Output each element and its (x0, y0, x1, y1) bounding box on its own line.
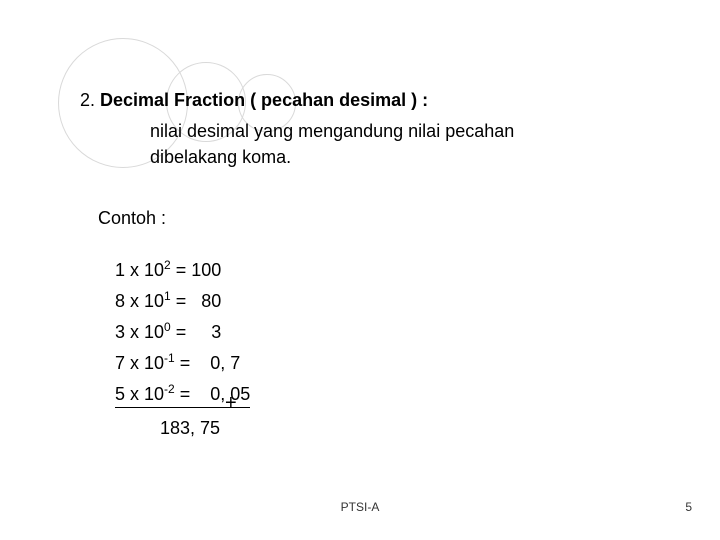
calc-exp: 0 (164, 320, 171, 334)
calc-result: 183, 75 (160, 418, 220, 439)
calc-eq: = 80 (171, 291, 222, 311)
calc-eq: = 0, 7 (175, 353, 241, 373)
calc-row: 7 x 10-1 = 0, 7 (115, 351, 250, 374)
calc-exp: 1 (164, 289, 171, 303)
plus-sign: + (225, 392, 237, 415)
calc-eq: = 0, 05 (175, 384, 251, 404)
heading-title: Decimal Fraction ( pecahan desimal ) : (100, 90, 428, 110)
calc-row: 1 x 102 = 100 (115, 258, 250, 281)
calc-op: x 10 (125, 384, 164, 404)
calc-coef: 5 (115, 384, 125, 404)
calc-coef: 8 (115, 291, 125, 311)
description-line2: dibelakang koma. (150, 144, 514, 170)
calc-op: x 10 (125, 260, 164, 280)
calc-coef: 1 (115, 260, 125, 280)
calc-exp: -2 (164, 382, 175, 396)
description: nilai desimal yang mengandung nilai peca… (150, 118, 514, 170)
calc-op: x 10 (125, 291, 164, 311)
calc-eq: = 3 (171, 322, 222, 342)
calc-row: 8 x 101 = 80 (115, 289, 250, 312)
calc-coef: 3 (115, 322, 125, 342)
slide: 2. Decimal Fraction ( pecahan desimal ) … (0, 0, 720, 540)
footer-label: PTSI-A (0, 500, 720, 514)
calc-eq: = 100 (171, 260, 222, 280)
calc-op: x 10 (125, 353, 164, 373)
calc-exp: 2 (164, 258, 171, 272)
calc-coef: 7 (115, 353, 125, 373)
description-line1: nilai desimal yang mengandung nilai peca… (150, 118, 514, 144)
page-number: 5 (685, 500, 692, 514)
calc-op: x 10 (125, 322, 164, 342)
calc-row: 3 x 100 = 3 (115, 320, 250, 343)
calc-exp: -1 (164, 351, 175, 365)
contoh-label: Contoh : (98, 208, 166, 229)
heading-number: 2. (80, 90, 100, 110)
heading: 2. Decimal Fraction ( pecahan desimal ) … (80, 90, 428, 111)
